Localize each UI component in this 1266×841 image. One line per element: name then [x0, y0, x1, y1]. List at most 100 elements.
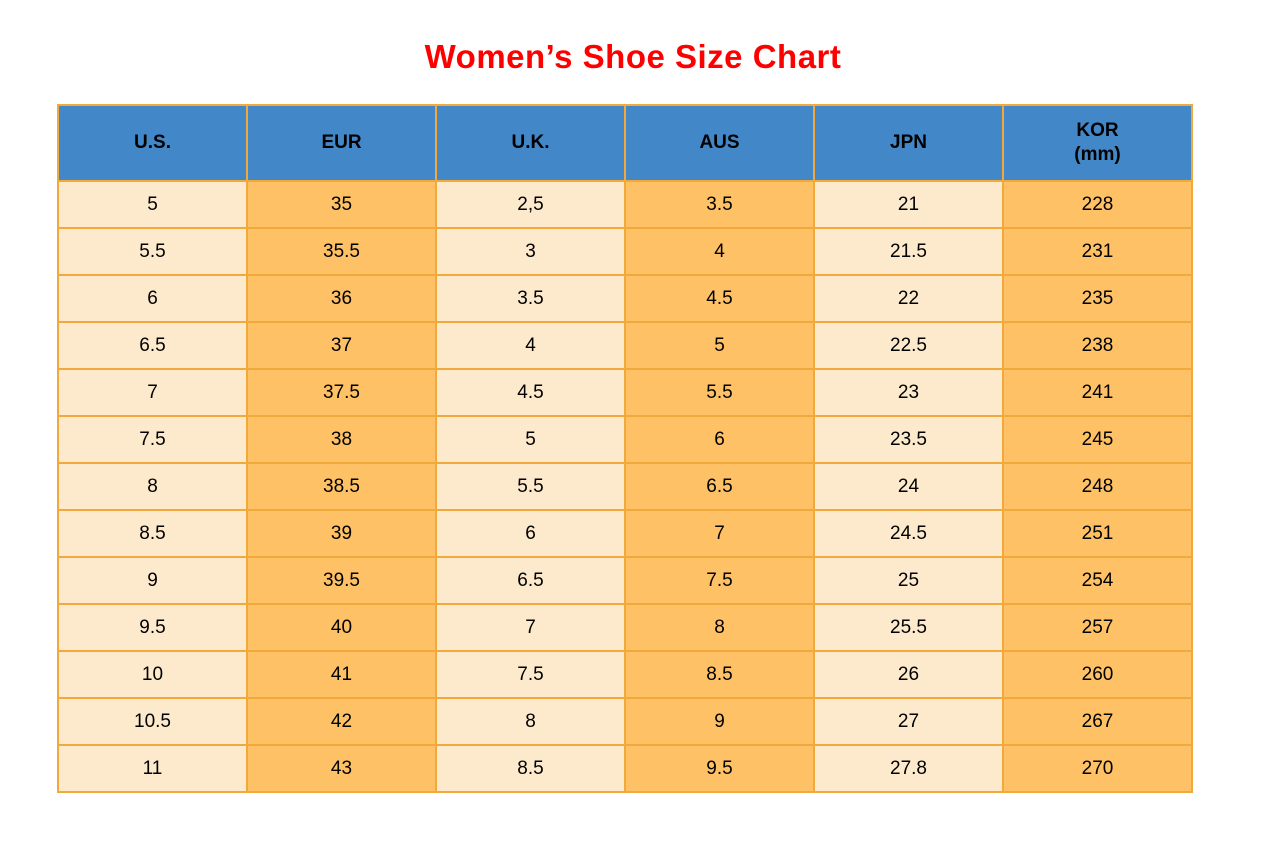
- table-row: 10.5 42 8 9 27 267: [57, 697, 1193, 746]
- cell-aus: 9.5: [624, 744, 815, 793]
- cell-aus: 6: [624, 415, 815, 464]
- cell-eur: 43: [246, 744, 437, 793]
- cell-us: 10.5: [57, 697, 248, 746]
- cell-aus: 3.5: [624, 180, 815, 229]
- table-row: 8.5 39 6 7 24.5 251: [57, 509, 1193, 558]
- cell-jpn: 21: [813, 180, 1004, 229]
- cell-aus: 8.5: [624, 650, 815, 699]
- cell-kor: 257: [1002, 603, 1193, 652]
- table-row: 8 38.5 5.5 6.5 24 248: [57, 462, 1193, 511]
- cell-uk: 4: [435, 321, 626, 370]
- cell-jpn: 25: [813, 556, 1004, 605]
- cell-eur: 39.5: [246, 556, 437, 605]
- cell-jpn: 21.5: [813, 227, 1004, 276]
- table-row: 6 36 3.5 4.5 22 235: [57, 274, 1193, 323]
- table-row: 10 41 7.5 8.5 26 260: [57, 650, 1193, 699]
- table-row: 9.5 40 7 8 25.5 257: [57, 603, 1193, 652]
- cell-us: 10: [57, 650, 248, 699]
- cell-kor: 270: [1002, 744, 1193, 793]
- cell-uk: 7: [435, 603, 626, 652]
- cell-us: 9.5: [57, 603, 248, 652]
- table-row: 7 37.5 4.5 5.5 23 241: [57, 368, 1193, 417]
- cell-us: 6: [57, 274, 248, 323]
- table-row: 7.5 38 5 6 23.5 245: [57, 415, 1193, 464]
- cell-kor: 228: [1002, 180, 1193, 229]
- cell-jpn: 24.5: [813, 509, 1004, 558]
- cell-uk: 5.5: [435, 462, 626, 511]
- cell-eur: 36: [246, 274, 437, 323]
- cell-jpn: 26: [813, 650, 1004, 699]
- table-row: 9 39.5 6.5 7.5 25 254: [57, 556, 1193, 605]
- cell-jpn: 27.8: [813, 744, 1004, 793]
- cell-jpn: 23.5: [813, 415, 1004, 464]
- table-row: 6.5 37 4 5 22.5 238: [57, 321, 1193, 370]
- table-row: 5 35 2,5 3.5 21 228: [57, 180, 1193, 229]
- cell-jpn: 27: [813, 697, 1004, 746]
- header-aus: AUS: [624, 104, 815, 182]
- cell-us: 11: [57, 744, 248, 793]
- cell-kor: 238: [1002, 321, 1193, 370]
- cell-jpn: 25.5: [813, 603, 1004, 652]
- cell-aus: 7.5: [624, 556, 815, 605]
- cell-aus: 4.5: [624, 274, 815, 323]
- cell-jpn: 23: [813, 368, 1004, 417]
- cell-eur: 38.5: [246, 462, 437, 511]
- table-row: 11 43 8.5 9.5 27.8 270: [57, 744, 1193, 793]
- cell-us: 6.5: [57, 321, 248, 370]
- cell-uk: 3: [435, 227, 626, 276]
- cell-uk: 7.5: [435, 650, 626, 699]
- cell-eur: 35.5: [246, 227, 437, 276]
- cell-uk: 8: [435, 697, 626, 746]
- cell-eur: 37: [246, 321, 437, 370]
- cell-kor: 235: [1002, 274, 1193, 323]
- cell-us: 8: [57, 462, 248, 511]
- header-uk: U.K.: [435, 104, 626, 182]
- cell-jpn: 22: [813, 274, 1004, 323]
- shoe-size-table: U.S. EUR U.K. AUS JPN KOR (mm) 5 35 2,5 …: [57, 104, 1193, 793]
- table-body: 5 35 2,5 3.5 21 228 5.5 35.5 3 4 21.5 23…: [57, 180, 1193, 793]
- cell-kor: 254: [1002, 556, 1193, 605]
- header-jpn: JPN: [813, 104, 1004, 182]
- cell-uk: 8.5: [435, 744, 626, 793]
- cell-kor: 251: [1002, 509, 1193, 558]
- cell-us: 9: [57, 556, 248, 605]
- cell-kor: 248: [1002, 462, 1193, 511]
- cell-aus: 8: [624, 603, 815, 652]
- page-title: Women’s Shoe Size Chart: [424, 38, 842, 75]
- cell-uk: 4.5: [435, 368, 626, 417]
- cell-aus: 7: [624, 509, 815, 558]
- cell-us: 5: [57, 180, 248, 229]
- cell-eur: 38: [246, 415, 437, 464]
- table-header: U.S. EUR U.K. AUS JPN KOR (mm): [57, 104, 1193, 182]
- cell-uk: 3.5: [435, 274, 626, 323]
- cell-jpn: 24: [813, 462, 1004, 511]
- cell-kor: 260: [1002, 650, 1193, 699]
- cell-jpn: 22.5: [813, 321, 1004, 370]
- table-row: 5.5 35.5 3 4 21.5 231: [57, 227, 1193, 276]
- header-row: U.S. EUR U.K. AUS JPN KOR (mm): [57, 104, 1193, 182]
- cell-aus: 9: [624, 697, 815, 746]
- cell-uk: 6: [435, 509, 626, 558]
- header-kor-label: KOR: [1076, 120, 1119, 141]
- cell-eur: 41: [246, 650, 437, 699]
- cell-aus: 5: [624, 321, 815, 370]
- cell-eur: 40: [246, 603, 437, 652]
- cell-kor: 241: [1002, 368, 1193, 417]
- cell-aus: 5.5: [624, 368, 815, 417]
- header-eur: EUR: [246, 104, 437, 182]
- cell-eur: 37.5: [246, 368, 437, 417]
- cell-uk: 2,5: [435, 180, 626, 229]
- cell-kor: 267: [1002, 697, 1193, 746]
- cell-aus: 6.5: [624, 462, 815, 511]
- cell-uk: 6.5: [435, 556, 626, 605]
- cell-us: 8.5: [57, 509, 248, 558]
- cell-aus: 4: [624, 227, 815, 276]
- cell-eur: 39: [246, 509, 437, 558]
- cell-uk: 5: [435, 415, 626, 464]
- cell-us: 7: [57, 368, 248, 417]
- cell-kor: 231: [1002, 227, 1193, 276]
- cell-kor: 245: [1002, 415, 1193, 464]
- header-us: U.S.: [57, 104, 248, 182]
- header-kor-unit: (mm): [1074, 144, 1121, 165]
- cell-us: 5.5: [57, 227, 248, 276]
